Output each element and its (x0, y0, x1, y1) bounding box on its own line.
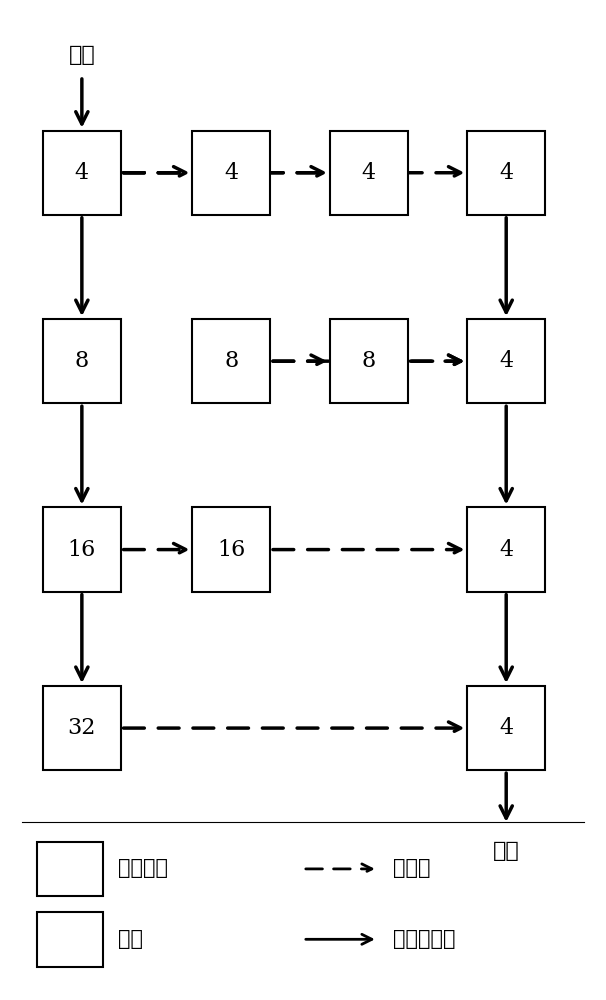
Text: 4: 4 (224, 162, 238, 184)
Text: 4: 4 (499, 350, 513, 372)
FancyBboxPatch shape (193, 319, 270, 403)
Text: 可变形卷积: 可变形卷积 (393, 930, 455, 949)
FancyBboxPatch shape (330, 131, 408, 215)
Text: 32: 32 (68, 717, 96, 739)
FancyBboxPatch shape (37, 912, 103, 967)
Text: 累加节点: 累加节点 (118, 859, 168, 878)
Text: 4: 4 (75, 162, 89, 184)
FancyBboxPatch shape (43, 131, 121, 215)
Text: 上采样: 上采样 (393, 859, 430, 878)
FancyBboxPatch shape (193, 131, 270, 215)
FancyBboxPatch shape (330, 319, 408, 403)
FancyBboxPatch shape (43, 319, 121, 403)
FancyBboxPatch shape (43, 507, 121, 592)
FancyBboxPatch shape (43, 686, 121, 770)
Text: 4: 4 (362, 162, 376, 184)
Text: 4: 4 (499, 539, 513, 561)
FancyBboxPatch shape (37, 842, 103, 896)
Text: 输出: 输出 (493, 840, 519, 862)
FancyBboxPatch shape (467, 131, 545, 215)
Text: 4: 4 (499, 717, 513, 739)
FancyBboxPatch shape (193, 507, 270, 592)
Text: 8: 8 (362, 350, 376, 372)
Text: 输入: 输入 (68, 44, 95, 66)
Text: 16: 16 (217, 539, 245, 561)
Text: 8: 8 (75, 350, 89, 372)
FancyBboxPatch shape (467, 507, 545, 592)
Text: 8: 8 (224, 350, 238, 372)
Text: 16: 16 (68, 539, 96, 561)
FancyBboxPatch shape (467, 686, 545, 770)
Text: 4: 4 (499, 162, 513, 184)
Text: 阶段: 阶段 (118, 930, 143, 949)
FancyBboxPatch shape (467, 319, 545, 403)
